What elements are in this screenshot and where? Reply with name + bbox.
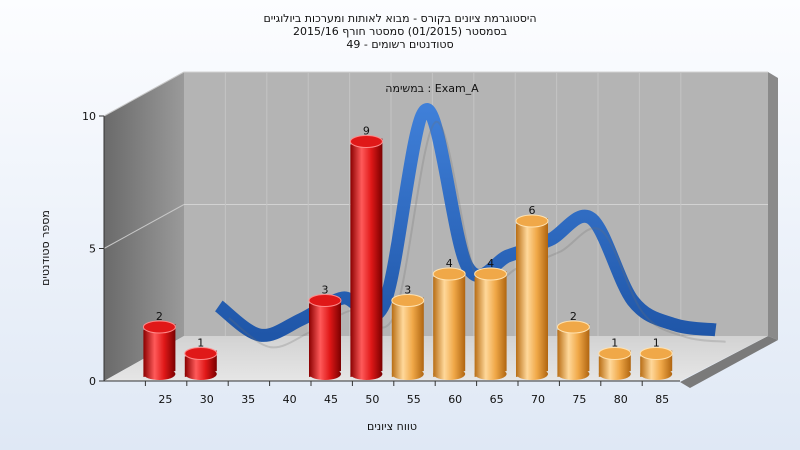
bar-cap-45 [308, 294, 342, 307]
bar-50 [349, 135, 383, 380]
chart-title-line-2: בסמסטר (01/2015) סמסטר חורף 2015/16 [293, 25, 507, 38]
grid-lines [103, 71, 768, 336]
bar-cap-60 [432, 267, 466, 281]
bar-cap-25 [142, 320, 176, 334]
bar-base-60 [433, 368, 466, 380]
x-tick-label-12: 85 [655, 393, 669, 406]
x-tick-label-5: 50 [365, 393, 379, 406]
bar-base-75 [557, 368, 590, 380]
frame-right-edge [768, 72, 778, 340]
bar-base-85 [640, 368, 673, 380]
bar-base-25 [143, 368, 176, 380]
bar-70 [515, 214, 549, 380]
bar-label-80: 1 [611, 337, 618, 350]
x-tick-label-1: 30 [200, 393, 214, 406]
bar-label-30: 1 [197, 337, 204, 350]
y-tick-label-1: 5 [89, 243, 96, 256]
chart-title-line-1: היסטוגרמת ציונים בקורס - מבוא לאותות ומע… [263, 12, 537, 25]
chart-title-line-3: סטודנטים רשומים - 49 [346, 38, 454, 51]
bar-label-45: 3 [322, 284, 329, 297]
bar-base-80 [598, 368, 631, 380]
chart-annotation: Exam_A : במשימה [385, 82, 479, 95]
x-tick-label-3: 40 [283, 393, 297, 406]
bar-45 [308, 294, 342, 380]
bar-80 [598, 347, 632, 380]
bar-60 [432, 267, 466, 380]
bar-25 [142, 320, 176, 380]
bar-label-25: 2 [156, 310, 163, 323]
bar-base-55 [391, 368, 424, 380]
bar-body-50 [350, 138, 383, 377]
bar-label-85: 1 [653, 337, 660, 350]
x-tick-label-7: 60 [448, 393, 462, 406]
bar-cap-65 [474, 267, 508, 281]
y-tick-label-2: 10 [82, 110, 96, 123]
x-tick-label-11: 80 [614, 393, 628, 406]
y-axis-label: מספר סטודנטים [39, 210, 52, 286]
y-ticks: 0 5 10 [82, 110, 104, 388]
x-tick-label-6: 55 [407, 393, 421, 406]
bar-cap-85 [639, 347, 673, 360]
bar-body-60 [433, 271, 466, 377]
bar-label-55: 3 [404, 284, 411, 297]
x-tick-label-10: 75 [572, 393, 586, 406]
bar-label-70: 6 [529, 204, 536, 217]
bar-body-75 [557, 324, 590, 377]
bar-cap-80 [598, 347, 632, 360]
x-tick-label-8: 65 [490, 393, 504, 406]
bar-30 [184, 347, 218, 380]
y-tick-label-0: 0 [89, 375, 96, 388]
bar-labels-layer: 2 1 3 9 3 4 4 6 2 1 1 [156, 125, 660, 350]
bar-body-55 [391, 297, 424, 377]
x-tick-label-4: 45 [324, 393, 338, 406]
bar-base-65 [474, 368, 507, 380]
x-tick-label-0: 25 [158, 393, 172, 406]
bars-layer [142, 135, 673, 380]
bar-base-30 [184, 368, 217, 380]
bar-cap-30 [184, 347, 218, 360]
bar-55 [391, 294, 425, 380]
bar-cap-70 [515, 214, 549, 228]
x-ticks: 25 30 35 40 45 50 55 60 65 70 75 80 85 [144, 381, 669, 406]
bar-85 [639, 347, 673, 380]
x-tick-label-9: 70 [531, 393, 545, 406]
bar-75 [556, 320, 590, 380]
bar-cap-50 [349, 135, 383, 148]
bar-label-75: 2 [570, 310, 577, 323]
bar-cap-55 [391, 294, 425, 307]
bar-base-50 [350, 368, 383, 380]
bar-base-70 [516, 368, 548, 380]
bar-body-45 [309, 297, 341, 377]
x-axis-label: טווח ציונים [367, 420, 417, 433]
grid-h-left-0 [103, 204, 185, 249]
bar-base-45 [309, 368, 341, 380]
bar-65 [474, 267, 508, 380]
bar-body-65 [474, 271, 507, 377]
bar-body-70 [516, 218, 548, 377]
bar-body-25 [143, 324, 176, 377]
grid-h-left-1 [103, 71, 185, 117]
bar-label-60: 4 [446, 257, 453, 270]
bar-label-50: 9 [363, 125, 370, 138]
x-tick-label-2: 35 [241, 393, 255, 406]
bar-cap-75 [556, 320, 590, 334]
bar-label-65: 4 [487, 257, 494, 270]
frame-bottom-edge [680, 336, 778, 388]
